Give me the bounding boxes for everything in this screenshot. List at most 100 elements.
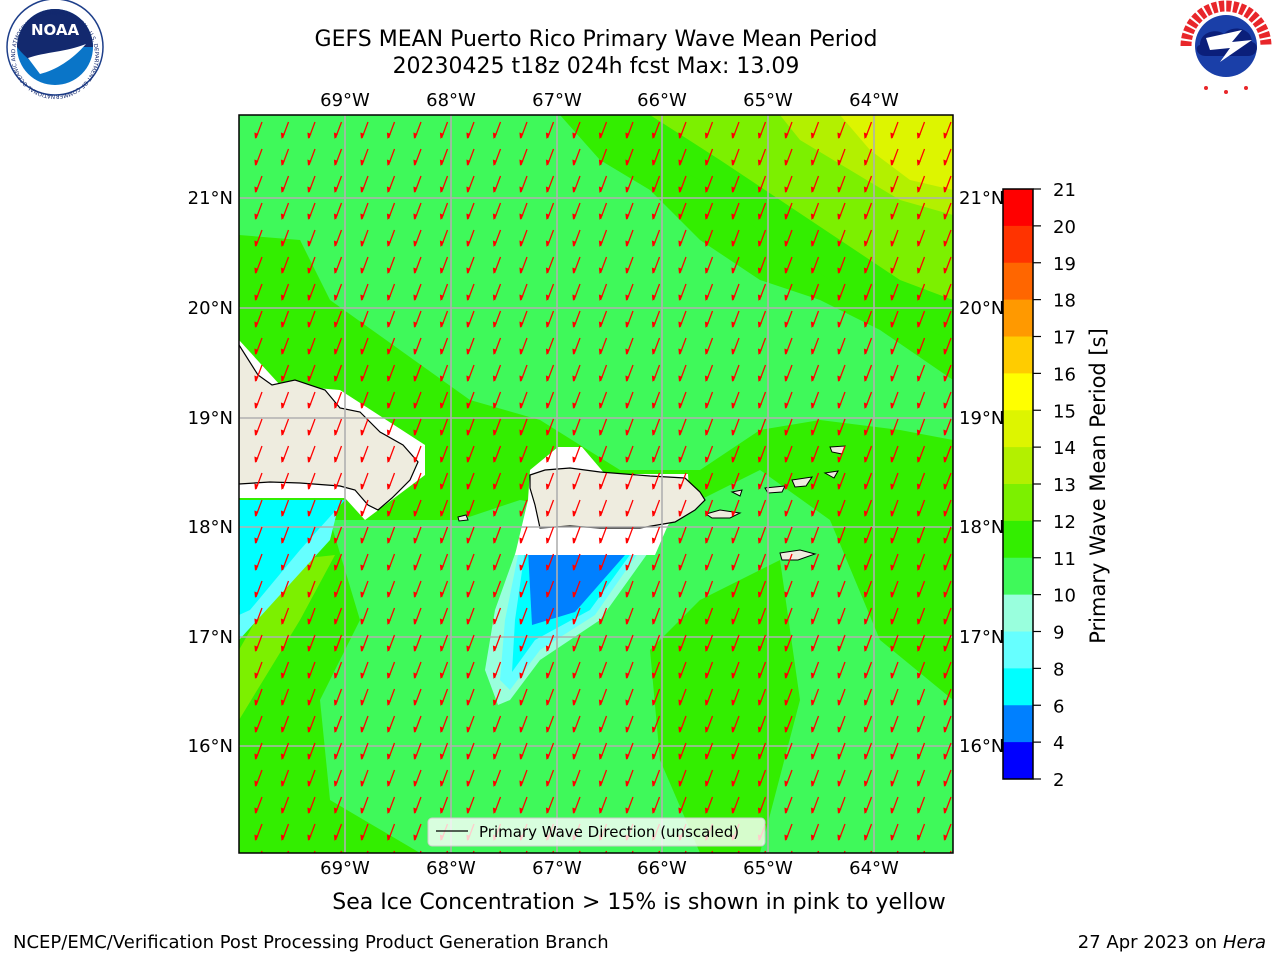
wave-arrow	[492, 337, 502, 355]
wave-arrow	[519, 418, 528, 436]
wave-arrow	[943, 553, 952, 571]
wave-arrow	[519, 715, 528, 733]
colorbar-segment	[1003, 668, 1033, 706]
wave-arrow	[413, 796, 422, 814]
wave-arrow	[545, 796, 555, 814]
wave-arrow	[466, 472, 475, 490]
wave-arrow	[757, 634, 767, 652]
wave-arrow	[731, 742, 740, 760]
wave-arrow	[572, 526, 581, 544]
wave-arrow	[757, 472, 767, 490]
wave-arrow	[810, 580, 820, 598]
wave-arrow	[333, 526, 343, 544]
wave-arrow	[545, 364, 555, 382]
wave-arrow	[307, 283, 316, 301]
wave-arrow	[280, 823, 290, 841]
wave-arrow	[360, 688, 369, 706]
wave-arrow	[757, 715, 767, 733]
wave-arrow	[307, 688, 316, 706]
wave-arrow	[916, 769, 926, 787]
wave-arrow	[863, 526, 873, 544]
wave-arrow	[810, 553, 820, 571]
wave-arrow	[598, 229, 608, 247]
wave-arrow	[863, 337, 873, 355]
wave-arrow	[492, 553, 502, 571]
wave-arrow	[307, 796, 316, 814]
wave-arrow	[413, 526, 422, 544]
wave-arrow	[863, 634, 873, 652]
wave-arrow	[890, 580, 899, 598]
wave-arrow	[625, 283, 634, 301]
wave-arrow	[519, 445, 528, 463]
lon-label-bottom: 66°W	[637, 858, 687, 879]
wave-arrow	[810, 391, 820, 409]
wave-arrow	[784, 553, 793, 571]
wave-arrow	[837, 175, 846, 193]
wave-arrow	[280, 175, 290, 193]
wave-arrow	[439, 580, 449, 598]
wave-arrow	[863, 553, 873, 571]
wave-arrow	[572, 148, 581, 166]
wave-arrow	[333, 229, 343, 247]
wave-arrow	[572, 310, 581, 328]
colorbar-tick-label: 8	[1053, 659, 1064, 680]
wave-arrow	[731, 391, 740, 409]
colorbar-tick-label: 10	[1053, 586, 1076, 607]
wave-arrow	[916, 121, 926, 139]
map-title: GEFS MEAN Puerto Rico Primary Wave Mean …	[314, 27, 878, 52]
colorbar-segment	[1003, 225, 1033, 264]
wave-arrow	[598, 283, 608, 301]
wave-arrow	[784, 175, 793, 193]
wave-arrow	[360, 256, 369, 274]
wave-arrow	[890, 121, 899, 139]
wave-arrow	[916, 202, 926, 220]
wave-arrow	[439, 418, 449, 436]
wave-arrow	[943, 391, 952, 409]
wave-arrow	[625, 769, 634, 787]
wave-arrow	[731, 796, 740, 814]
wave-arrow	[519, 229, 528, 247]
wave-arrow	[731, 769, 740, 787]
wave-arrow	[810, 769, 820, 787]
wave-arrow	[784, 391, 793, 409]
map-frame	[238, 114, 954, 854]
wave-arrow	[863, 445, 873, 463]
wave-arrow	[625, 553, 634, 571]
wave-arrow	[572, 661, 581, 679]
wave-arrow	[625, 229, 634, 247]
wave-arrow	[254, 661, 263, 679]
wave-arrow	[890, 607, 899, 625]
wave-arrow	[492, 445, 502, 463]
wave-arrow	[466, 796, 475, 814]
wave-arrow	[360, 580, 369, 598]
wave-arrow	[413, 256, 422, 274]
wave-arrow	[333, 634, 343, 652]
wave-arrow	[466, 688, 475, 706]
wave-arrow	[413, 607, 422, 625]
wave-arrow	[519, 202, 528, 220]
wave-arrow	[890, 337, 899, 355]
wave-arrow	[837, 634, 846, 652]
colorbar-segment	[1003, 594, 1033, 632]
wave-arrow	[386, 661, 396, 679]
wave-arrow	[863, 202, 873, 220]
colorbar-segment	[1003, 336, 1033, 374]
wave-arrow	[545, 337, 555, 355]
wave-arrow	[651, 148, 661, 166]
wave-arrow	[466, 256, 475, 274]
wave-arrow	[890, 175, 899, 193]
wave-arrow	[784, 580, 793, 598]
sea-ice-note: Sea Ice Concentration > 15% is shown in …	[332, 890, 946, 915]
wave-arrow	[731, 364, 740, 382]
wave-arrow	[413, 823, 422, 841]
wave-arrow	[439, 310, 449, 328]
wave-arrow	[413, 121, 422, 139]
wave-arrow	[837, 823, 846, 841]
wave-arrow	[943, 418, 952, 436]
wave-arrow	[810, 121, 820, 139]
wave-arrow	[519, 634, 528, 652]
wave-arrow	[704, 283, 714, 301]
wave-arrow	[598, 526, 608, 544]
wave-arrow	[572, 580, 581, 598]
wave-arrow	[307, 526, 316, 544]
